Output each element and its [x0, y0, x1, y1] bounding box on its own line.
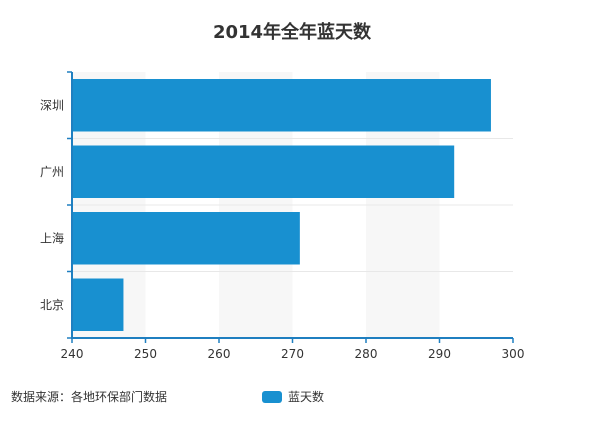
- x-tick-label: 240: [61, 347, 84, 361]
- gridlines: [72, 138, 513, 272]
- x-tick-label: 270: [281, 347, 304, 361]
- source-note: 数据来源：各地环保部门数据: [11, 390, 168, 404]
- legend-swatch: [262, 390, 282, 403]
- bar: [72, 212, 300, 265]
- bar: [72, 79, 491, 132]
- category-label: 北京: [40, 298, 64, 312]
- x-tick-labels: 240 250 260 270 280 290 300: [61, 347, 525, 361]
- chart-title: 2014年全年蓝天数: [213, 21, 372, 43]
- category-label: 上海: [40, 230, 64, 245]
- legend-label: 蓝天数: [288, 390, 325, 404]
- x-tick-label: 290: [428, 347, 451, 361]
- legend[interactable]: 蓝天数: [262, 388, 324, 405]
- x-tick-label: 300: [502, 347, 525, 361]
- bar: [72, 278, 124, 331]
- x-tick-label: 280: [355, 347, 378, 361]
- category-label: 广州: [40, 165, 64, 179]
- category-label: 深圳: [40, 98, 64, 112]
- x-tick-label: 250: [134, 347, 157, 361]
- bar: [72, 145, 455, 198]
- bars: [72, 79, 491, 331]
- axes: [67, 71, 514, 343]
- x-tick-label: 260: [208, 347, 231, 361]
